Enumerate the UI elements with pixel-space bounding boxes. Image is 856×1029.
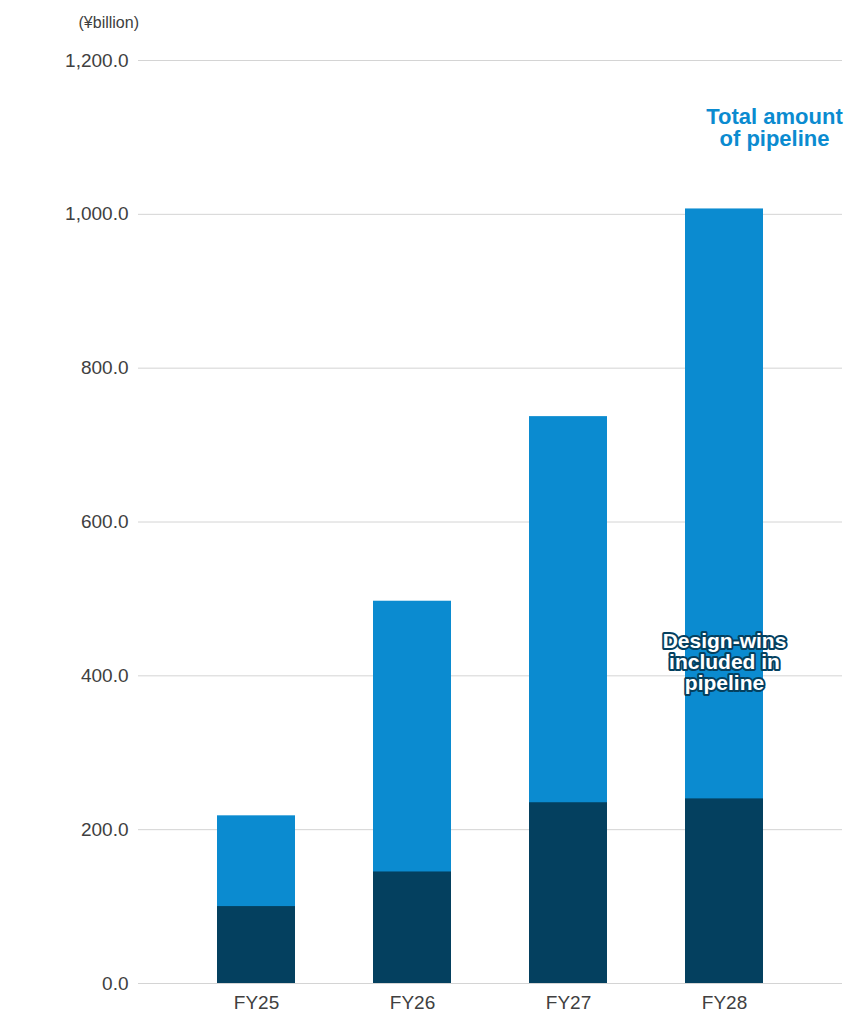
svg-text:1,000.0: 1,000.0: [65, 203, 128, 224]
svg-text:FY25: FY25: [234, 992, 279, 1013]
svg-text:800.0: 800.0: [81, 357, 129, 378]
svg-text:FY28: FY28: [702, 992, 747, 1013]
svg-text:FY27: FY27: [546, 992, 591, 1013]
svg-text:Design-winsincluded inpipeline: Design-winsincluded inpipeline: [663, 629, 787, 694]
svg-text:(¥billion): (¥billion): [79, 14, 139, 31]
svg-text:FY26: FY26: [390, 992, 435, 1013]
svg-text:1,200.0: 1,200.0: [65, 50, 128, 71]
svg-text:600.0: 600.0: [81, 511, 129, 532]
svg-text:400.0: 400.0: [81, 665, 129, 686]
svg-text:0.0: 0.0: [102, 973, 128, 994]
svg-text:Total amountof pipeline: Total amountof pipeline: [706, 104, 843, 151]
svg-text:200.0: 200.0: [81, 819, 129, 840]
